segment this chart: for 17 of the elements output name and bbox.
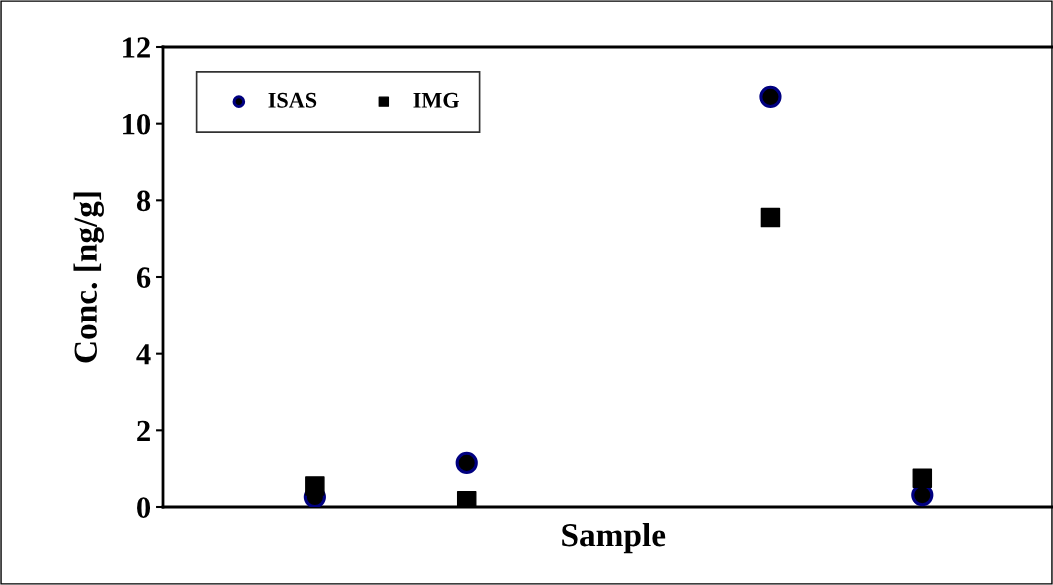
legend-label: ISAS xyxy=(268,92,317,108)
y-tick-label: 6 xyxy=(136,267,151,288)
y-axis-title: Conc. [ng/g] xyxy=(73,192,104,363)
y-tick-label: 8 xyxy=(136,190,151,212)
point xyxy=(760,207,781,228)
point xyxy=(305,476,325,496)
point xyxy=(456,491,477,507)
y-tick-label: 12 xyxy=(123,37,150,58)
y-tick-label: 4 xyxy=(136,344,151,365)
y-tick-label: 0 xyxy=(137,497,151,518)
point xyxy=(912,468,933,488)
x-axis-title: Sample xyxy=(562,522,666,554)
y-tick-label: 2 xyxy=(137,420,150,441)
y-tick-label: 10 xyxy=(123,113,151,135)
point xyxy=(759,85,782,108)
legend-label: IMG xyxy=(413,92,459,108)
point xyxy=(455,451,478,475)
